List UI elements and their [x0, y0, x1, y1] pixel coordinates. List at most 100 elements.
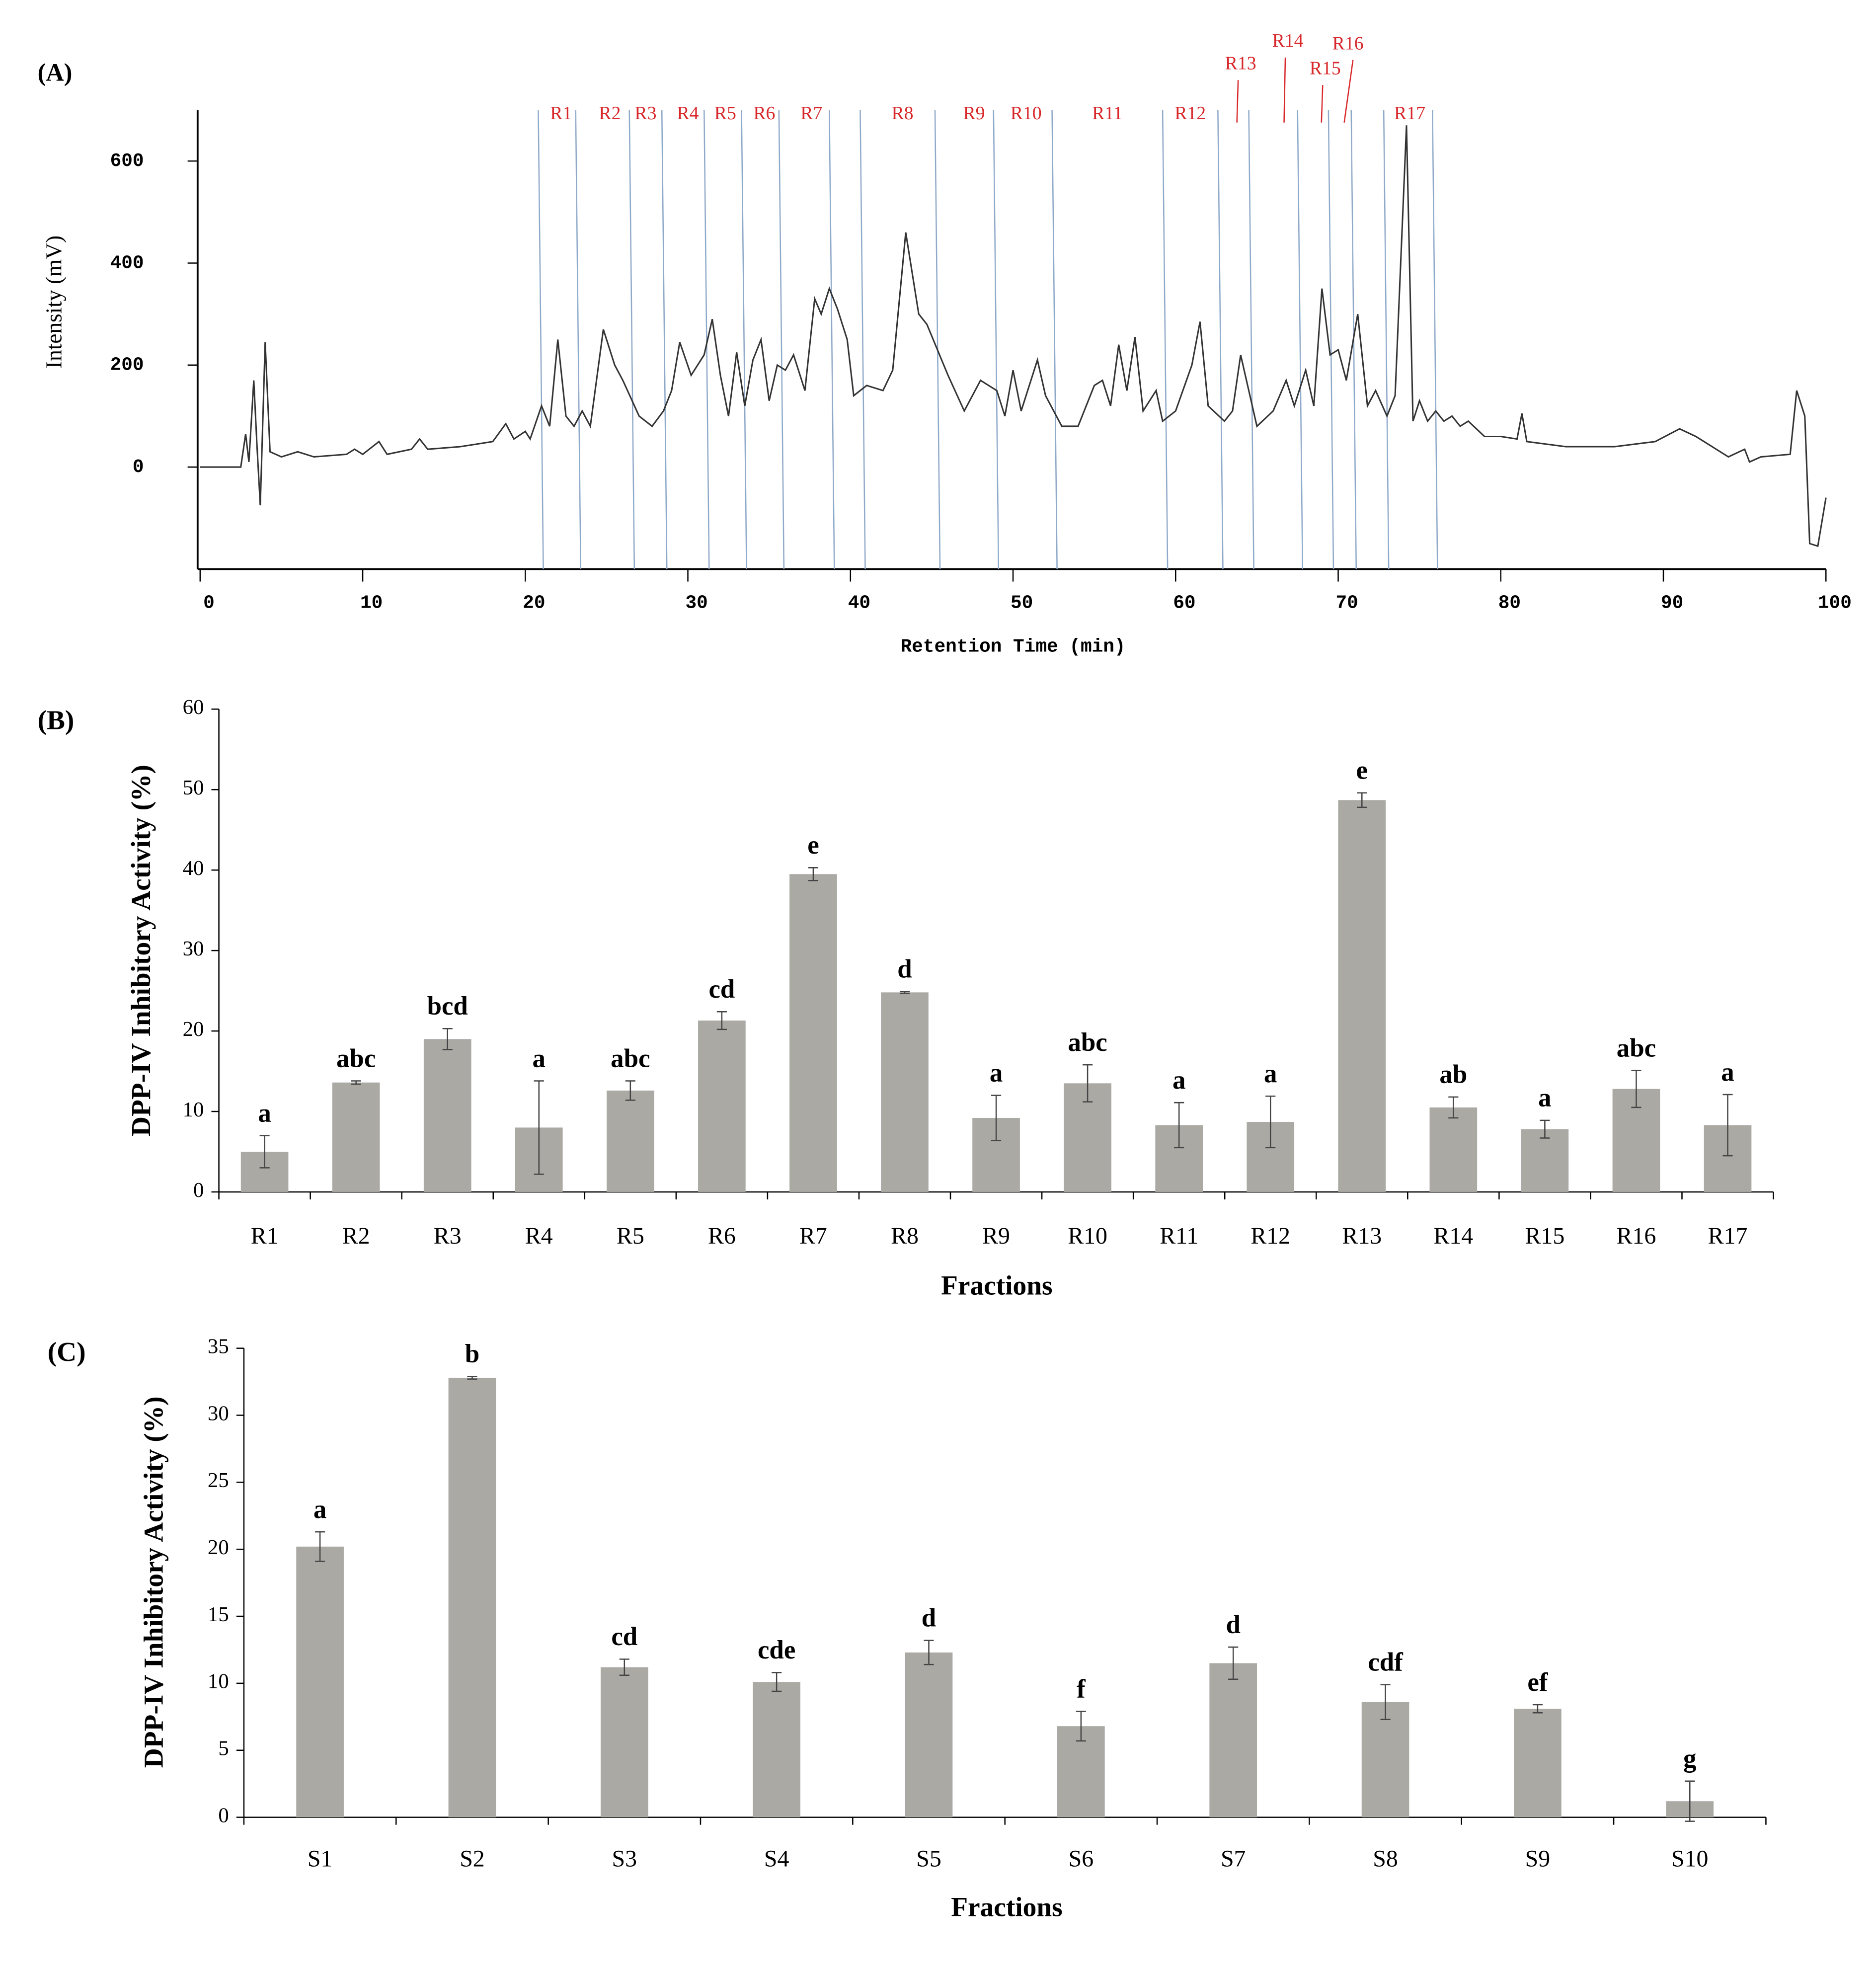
fraction-boundary: [704, 110, 710, 569]
significance-letter: cd: [611, 1622, 637, 1651]
x-axis-label: Fractions: [941, 1270, 1052, 1300]
x-tick-label: S4: [764, 1846, 789, 1872]
fraction-boundary: [1432, 110, 1438, 569]
fraction-label: R11: [1092, 103, 1123, 124]
significance-letter: f: [1077, 1674, 1086, 1703]
fraction-boundary: [628, 110, 635, 569]
x-tick-label: R1: [251, 1223, 279, 1249]
x-tick-label: 10: [360, 593, 383, 614]
x-axis-label: Retention Time (min): [900, 636, 1125, 657]
fraction-label: R2: [599, 103, 621, 124]
fraction-label: R13: [1225, 53, 1256, 74]
bar: [905, 1652, 953, 1817]
x-tick-label: R12: [1251, 1223, 1290, 1249]
fraction-label: R16: [1332, 33, 1364, 54]
error-bar: [1532, 1704, 1543, 1714]
fraction-label: R4: [677, 103, 699, 124]
significance-letter: cde: [758, 1636, 795, 1664]
x-tick-label: S8: [1373, 1846, 1398, 1872]
error-bar: [1380, 1684, 1391, 1720]
significance-letter: e: [1356, 756, 1368, 785]
bar: [296, 1546, 344, 1817]
significance-letter: a: [258, 1099, 271, 1127]
x-tick-label: R13: [1342, 1223, 1382, 1249]
x-tick-label: 80: [1498, 593, 1521, 614]
bar: [423, 1039, 471, 1192]
error-bar: [1076, 1711, 1086, 1742]
error-bar: [1631, 1070, 1642, 1108]
y-tick-label: 5: [218, 1737, 229, 1760]
x-tick-label: R3: [434, 1223, 462, 1249]
error-bar: [1228, 1646, 1239, 1680]
fraction-label: R15: [1310, 58, 1341, 79]
x-tick-label: 40: [848, 593, 870, 614]
x-tick-label: R15: [1525, 1223, 1565, 1249]
chromatogram: [200, 125, 1827, 548]
x-tick-label: S1: [308, 1846, 333, 1872]
y-tick-label: 50: [183, 776, 204, 799]
fraction-label: R1: [550, 103, 572, 124]
y-axis-label: Intensity (mV): [42, 236, 67, 369]
x-tick-label: R8: [891, 1223, 919, 1249]
y-tick-label: 60: [183, 696, 204, 719]
x-tick-label: R7: [799, 1223, 827, 1249]
fraction-label: R14: [1272, 30, 1304, 51]
y-tick-label: 15: [208, 1603, 229, 1626]
x-tick-label: R4: [525, 1223, 553, 1249]
significance-letter: d: [897, 955, 912, 984]
error-bar: [351, 1080, 361, 1085]
significance-letter: a: [1721, 1058, 1734, 1087]
fraction-boundary: [993, 110, 1000, 569]
x-tick-label: S2: [460, 1846, 485, 1872]
fraction-boundary: [934, 110, 941, 569]
error-bar: [1722, 1094, 1733, 1157]
x-tick-label: S3: [612, 1846, 637, 1872]
fraction-label: R3: [634, 103, 656, 124]
y-tick-label: 200: [110, 355, 144, 376]
bar: [753, 1682, 800, 1817]
bar: [1338, 800, 1386, 1192]
error-bar: [808, 867, 819, 881]
significance-letter: ef: [1527, 1668, 1548, 1697]
x-tick-label: R17: [1708, 1223, 1748, 1249]
fraction-pointer: [1343, 60, 1354, 123]
error-bar: [1540, 1119, 1550, 1139]
significance-letter: d: [1226, 1610, 1240, 1639]
fraction-label: R8: [891, 103, 913, 124]
x-tick-label: S5: [916, 1846, 941, 1872]
fraction-label: R7: [800, 103, 822, 124]
error-bar: [772, 1672, 782, 1692]
x-tick-label: 50: [1011, 593, 1033, 614]
error-bar: [619, 1658, 629, 1676]
significance-letter: a: [990, 1058, 1003, 1087]
x-tick-label: R5: [617, 1223, 644, 1249]
x-tick-label: R9: [982, 1223, 1010, 1249]
error-bar: [899, 991, 910, 994]
fraction-pointer: [1283, 57, 1286, 123]
bar: [1521, 1129, 1569, 1192]
error-bar: [716, 1011, 727, 1030]
fraction-label: R9: [963, 103, 985, 124]
error-bar: [625, 1080, 635, 1101]
y-tick-label: 400: [110, 253, 144, 274]
error-bar: [259, 1135, 270, 1169]
fraction-boundary: [1248, 110, 1254, 569]
y-tick-label: 25: [208, 1469, 229, 1492]
error-bar: [534, 1080, 544, 1175]
bar: [600, 1667, 648, 1817]
fraction-boundary: [828, 110, 835, 569]
fraction-boundary: [575, 110, 582, 569]
x-tick-label: S6: [1069, 1846, 1094, 1872]
fraction-label: R6: [753, 103, 775, 124]
fraction-boundary: [778, 110, 785, 569]
significance-letter: a: [1172, 1066, 1185, 1095]
y-tick-label: 10: [183, 1098, 204, 1121]
bar: [332, 1082, 380, 1192]
significance-letter: abc: [336, 1044, 376, 1073]
error-bar: [315, 1531, 325, 1562]
fraction-boundary: [1217, 110, 1224, 569]
error-bar: [1357, 792, 1367, 808]
error-bar: [991, 1095, 1002, 1141]
fraction-boundary: [1162, 110, 1169, 569]
